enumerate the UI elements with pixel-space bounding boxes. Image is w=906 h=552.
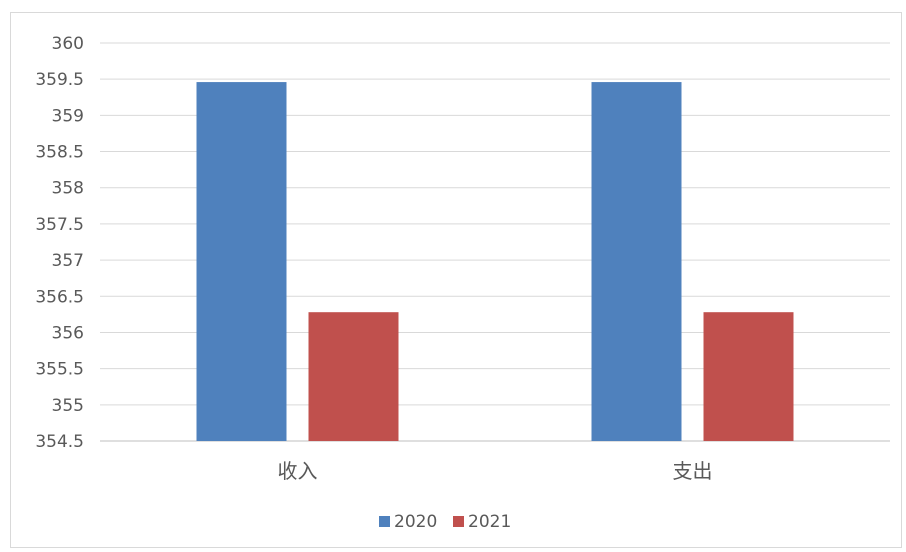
- legend-swatch-2020: [379, 516, 390, 527]
- y-tick-label: 354.5: [35, 432, 84, 452]
- bar-2020-0: [196, 82, 287, 442]
- bars: [196, 82, 794, 442]
- bar-2021-0: [308, 312, 399, 441]
- y-tick-label: 359.5: [35, 70, 84, 90]
- y-tick-label: 360: [52, 34, 84, 54]
- x-category-label: 支出: [673, 459, 713, 483]
- y-axis: 354.5 355 355.5 356 356.5 357 357.5 358 358.5 359…: [35, 34, 84, 452]
- bar-2020-1: [591, 82, 682, 442]
- y-tick-label: 355.5: [35, 360, 84, 380]
- y-tick-label: 355: [52, 396, 84, 416]
- legend-label-2020: 2020: [394, 512, 437, 532]
- y-tick-label: 357: [52, 251, 84, 271]
- y-tick-label: 359: [52, 106, 84, 126]
- legend: 2020 2021: [379, 512, 511, 532]
- bar-2021-1: [703, 312, 794, 441]
- y-tick-label: 357.5: [35, 215, 84, 235]
- x-category-label: 收入: [278, 459, 318, 483]
- chart-frame: [10, 12, 902, 548]
- y-tick-label: 358.5: [35, 143, 84, 163]
- y-tick-label: 356.5: [35, 287, 84, 307]
- y-tick-label: 356: [52, 323, 84, 343]
- legend-label-2021: 2021: [468, 512, 511, 532]
- x-axis: 收入 支出: [278, 459, 713, 483]
- y-tick-label: 358: [52, 179, 84, 199]
- legend-swatch-2021: [453, 516, 464, 527]
